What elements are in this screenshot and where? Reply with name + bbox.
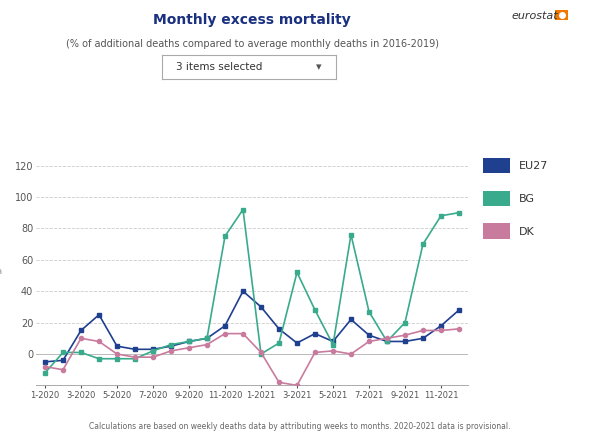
Text: (% of additional deaths compared to average monthly deaths in 2016-2019): (% of additional deaths compared to aver… [65, 39, 439, 49]
Text: Monthly excess mortality: Monthly excess mortality [153, 13, 351, 27]
Text: DK: DK [519, 227, 535, 237]
Text: ▾: ▾ [316, 62, 322, 72]
Text: eurostat: eurostat [511, 11, 558, 21]
Text: 3 items selected: 3 items selected [176, 62, 262, 72]
Text: EU27: EU27 [519, 162, 548, 171]
Text: a: a [0, 267, 1, 276]
Text: BG: BG [519, 194, 535, 204]
Text: Calculations are based on weekly deaths data by attributing weeks to months. 202: Calculations are based on weekly deaths … [89, 422, 511, 431]
